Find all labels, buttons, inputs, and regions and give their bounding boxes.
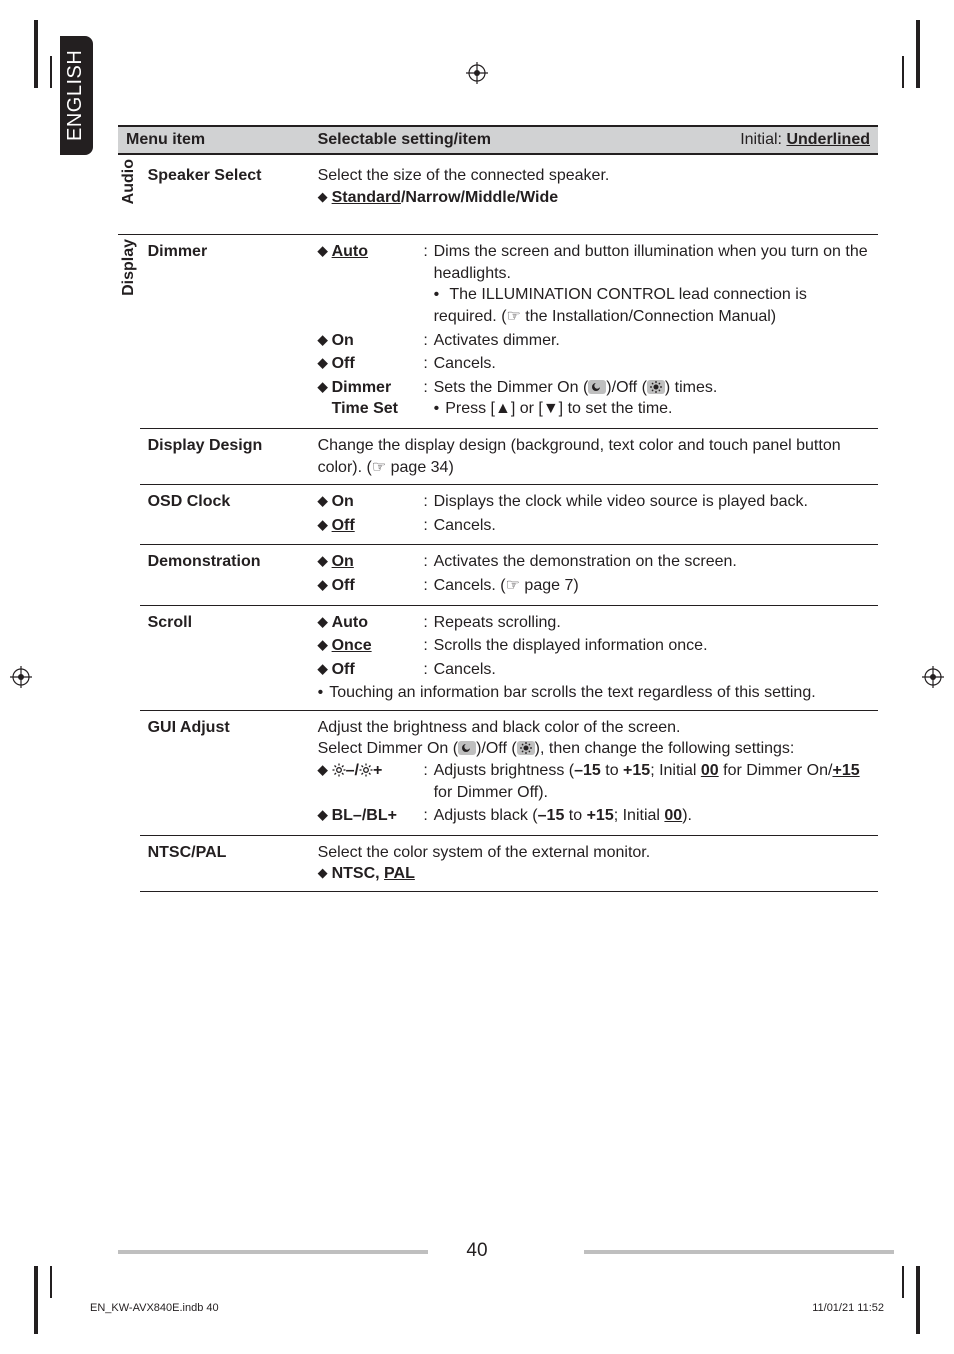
category-display-label: Display xyxy=(118,235,140,300)
gui-desc2: Select Dimmer On ()/Off (), then change … xyxy=(318,738,870,760)
dimmer-on-key: On xyxy=(318,330,418,352)
osd-on-key: On xyxy=(332,493,354,510)
ntsc-pal-desc: Select the color system of the external … xyxy=(318,842,870,864)
scroll-once-key: Once xyxy=(332,637,372,654)
sun-icon xyxy=(647,380,665,394)
value-display-design: Change the display design (background, t… xyxy=(310,428,878,484)
brightness-minus-icon xyxy=(332,763,346,777)
osd-off-desc: Cancels. xyxy=(434,515,870,537)
row-display-design: Display Design Change the display design… xyxy=(118,428,878,484)
row-speaker-select: Audio Speaker Select Select the size of … xyxy=(118,154,878,235)
gui-bl-desc: Adjusts black (–15 to +15; Initial 00). xyxy=(434,805,870,827)
crop-mark-bl xyxy=(10,1266,80,1334)
page-rule-right xyxy=(584,1250,894,1254)
gui-desc1: Adjust the brightness and black color of… xyxy=(318,717,870,739)
osd-on-desc: Displays the clock while video source is… xyxy=(434,491,870,513)
scroll-auto-key: Auto xyxy=(332,614,368,631)
value-demonstration: On : Activates the demonstration on the … xyxy=(310,545,878,605)
dimmer-off-key: Off xyxy=(318,353,418,375)
opt-rest: /Narrow/Middle/Wide xyxy=(401,189,558,206)
dimmer-auto-desc: Dims the screen and button illumination … xyxy=(434,241,870,327)
label-speaker-select: Speaker Select xyxy=(140,154,310,235)
value-scroll: Auto : Repeats scrolling. Once : Scrolls… xyxy=(310,605,878,710)
sun-icon xyxy=(517,741,535,755)
scroll-off-key: Off xyxy=(332,661,355,678)
label-ntsc-pal: NTSC/PAL xyxy=(140,835,310,891)
pointer-icon: ☞ xyxy=(507,306,521,328)
brightness-plus-icon xyxy=(359,763,373,777)
gui-brightness-desc: Adjusts brightness (–15 to +15; Initial … xyxy=(434,760,870,803)
pointer-icon: ☞ xyxy=(506,575,520,597)
header-initial-word: Underlined xyxy=(786,131,870,148)
gui-brightness-key: –/+ xyxy=(318,760,418,782)
header-initial-prefix: Initial: xyxy=(740,131,786,148)
dimmer-off-desc: Cancels. xyxy=(434,353,870,375)
scroll-off-desc: Cancels. xyxy=(434,659,870,681)
value-osd-clock: On : Displays the clock while video sour… xyxy=(310,485,878,545)
dimmer-timeset-key: DimmerTime Set xyxy=(318,377,418,420)
speaker-select-options: Standard/Narrow/Middle/Wide xyxy=(318,187,870,209)
category-display: Display xyxy=(118,235,140,892)
scroll-auto-desc: Repeats scrolling. xyxy=(434,612,870,634)
ntsc-pal-options: NTSC, PAL xyxy=(318,863,870,885)
table-header-row: Menu item Selectable setting/item Initia… xyxy=(118,126,878,154)
gui-bl-key: BL–/BL+ xyxy=(318,805,418,827)
moon-icon xyxy=(458,741,476,755)
value-ntsc-pal: Select the color system of the external … xyxy=(310,835,878,891)
header-initial: Initial: Underlined xyxy=(740,131,870,149)
row-gui-adjust: GUI Adjust Adjust the brightness and bla… xyxy=(118,710,878,835)
scroll-once-desc: Scrolls the displayed information once. xyxy=(434,635,870,657)
registration-mark-left xyxy=(10,666,32,688)
label-gui-adjust: GUI Adjust xyxy=(140,710,310,835)
crop-mark-tr xyxy=(874,20,944,88)
language-tab: ENGLISH xyxy=(60,36,93,155)
row-osd-clock: OSD Clock On : Displays the clock while … xyxy=(118,485,878,545)
page-content: ENGLISH Menu item Selectable setting/ite… xyxy=(88,125,878,892)
pointer-icon: ☞ xyxy=(372,457,386,479)
opt-standard: Standard xyxy=(332,189,401,206)
dimmer-timeset-desc: Sets the Dimmer On ()/Off () times. Pres… xyxy=(434,377,870,420)
header-menu-item: Menu item xyxy=(118,126,310,154)
label-osd-clock: OSD Clock xyxy=(140,485,310,545)
demo-off-desc: Cancels. (☞ page 7) xyxy=(434,575,870,597)
row-demonstration: Demonstration On : Activates the demonst… xyxy=(118,545,878,605)
footer-right: 11/01/21 11:52 xyxy=(812,1302,884,1314)
registration-mark-top xyxy=(466,62,488,84)
value-gui-adjust: Adjust the brightness and black color of… xyxy=(310,710,878,835)
demo-on-desc: Activates the demonstration on the scree… xyxy=(434,551,870,573)
label-scroll: Scroll xyxy=(140,605,310,710)
registration-mark-right xyxy=(922,666,944,688)
crop-mark-br xyxy=(874,1266,944,1334)
row-dimmer: Display Dimmer Auto : Dims the screen an… xyxy=(118,235,878,429)
demo-off-key: Off xyxy=(332,577,355,594)
dimmer-on-desc: Activates dimmer. xyxy=(434,330,870,352)
value-dimmer: Auto : Dims the screen and button illumi… xyxy=(310,235,878,429)
label-demonstration: Demonstration xyxy=(140,545,310,605)
page-rule-left xyxy=(118,1250,428,1254)
dimmer-auto-key: Auto xyxy=(318,241,418,263)
demo-on-key: On xyxy=(332,553,354,570)
dimmer-timeset-note: Press [▲] or [▼] to set the time. xyxy=(434,398,870,420)
row-scroll: Scroll Auto : Repeats scrolling. Once : … xyxy=(118,605,878,710)
label-display-design: Display Design xyxy=(140,428,310,484)
page-number: 40 xyxy=(466,1240,487,1262)
header-selectable: Selectable setting/item Initial: Underli… xyxy=(310,126,878,154)
value-speaker-select: Select the size of the connected speaker… xyxy=(310,154,878,235)
moon-icon xyxy=(588,380,606,394)
category-audio-label: Audio xyxy=(118,155,140,208)
scroll-note: Touching an information bar scrolls the … xyxy=(318,682,870,704)
speaker-select-desc: Select the size of the connected speaker… xyxy=(318,165,870,187)
label-dimmer: Dimmer xyxy=(140,235,310,429)
colon: : xyxy=(422,241,430,263)
settings-table: Menu item Selectable setting/item Initia… xyxy=(118,125,878,892)
header-selectable-text: Selectable setting/item xyxy=(318,131,491,148)
osd-off-key: Off xyxy=(332,517,355,534)
footer-left: EN_KW-AVX840E.indb 40 xyxy=(90,1302,219,1314)
row-ntsc-pal: NTSC/PAL Select the color system of the … xyxy=(118,835,878,891)
dimmer-auto-note: The ILLUMINATION CONTROL lead connection… xyxy=(434,284,870,327)
category-audio: Audio xyxy=(118,154,140,235)
